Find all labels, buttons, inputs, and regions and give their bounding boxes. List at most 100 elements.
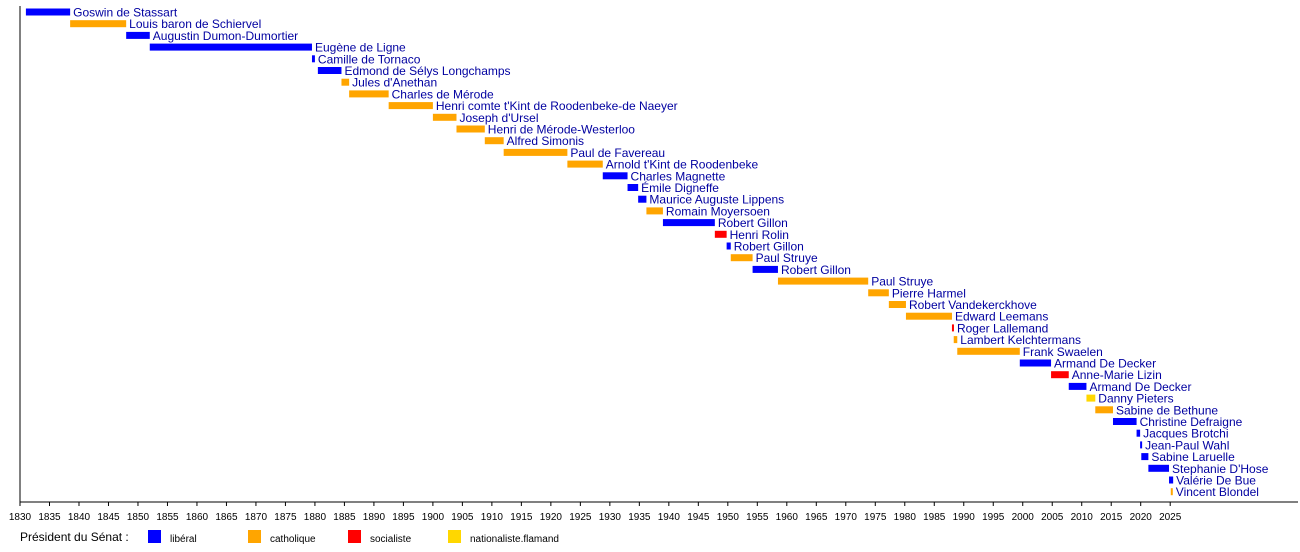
legend-label-catholique: catholique [270,534,316,545]
president-label: Pierre Harmel [892,286,966,300]
president-bar [868,289,889,297]
president-label: Jules d'Anethan [352,76,437,90]
x-tick-label: 1830 [9,512,32,523]
president-bar [25,8,71,16]
x-axis: 1830 1835 1840 1845 1850 1855 1860 1865 1870 1875… [9,6,1298,523]
president-label: Goswin de Stassart [73,6,178,20]
president-label: Christine Defraigne [1140,415,1243,429]
x-tick-label: 1965 [805,512,828,523]
president-label: Arnold t'Kint de Roodenbeke [606,158,759,172]
president-bar [1148,464,1170,472]
president-label: Edward Leemans [955,310,1048,324]
president-label: Joseph d'Ursel [459,111,538,125]
president-label: Henri comte t'Kint de Roodenbeke-de Naey… [436,99,678,113]
president-bar [432,113,457,121]
president-label: Henri Rolin [730,228,789,242]
president-label: Augustin Dumon-Dumortier [153,29,298,43]
president-bar [602,172,628,180]
president-label: Lambert Kelchtermans [960,333,1081,347]
x-tick-label: 2000 [1012,512,1035,523]
president-label: Émile Digneffe [641,180,719,195]
x-tick-label: 1875 [274,512,297,523]
x-tick-label: 1960 [776,512,799,523]
president-label: Romain Moyersoen [666,204,770,218]
x-tick-label: 1840 [68,512,91,523]
president-label: Anne-Marie Lizin [1072,368,1162,382]
x-tick-label: 1970 [835,512,858,523]
president-label: Robert Vandekerckhove [909,298,1037,312]
president-bar [149,43,312,51]
x-tick-label: 1890 [363,512,386,523]
president-label: Robert Gillon [781,263,851,277]
x-tick-label: 2020 [1130,512,1153,523]
president-bar [730,254,753,262]
president-label: Sabine Laruelle [1151,450,1235,464]
president-bar [1170,488,1173,496]
president-bar [953,336,958,344]
president-label: Henri de Mérode-Westerloo [488,123,636,137]
president-bar [1112,418,1137,425]
president-bar [1095,406,1113,414]
legend-title: Président du Sénat : [20,530,129,544]
president-bar [714,230,727,238]
president-bar [646,207,663,215]
president-label: Alfred Simonis [507,134,584,148]
x-tick-label: 1990 [953,512,976,523]
president-label: Louis baron de Schiervel [129,17,261,31]
president-label: Edmond de Sélys Longchamps [344,64,510,78]
president-label: Paul Struye [756,251,818,265]
president-bar [1140,441,1143,449]
x-tick-label: 1925 [569,512,592,523]
x-tick-label: 1995 [982,512,1005,523]
x-tick-label: 1860 [186,512,209,523]
president-bar [349,90,389,98]
president-bar [627,184,639,191]
x-tick-label: 1845 [97,512,120,523]
president-bar [752,265,778,273]
x-tick-label: 1920 [540,512,563,523]
x-tick-label: 1895 [392,512,415,523]
president-label: Charles Magnette [631,169,726,183]
president-bar [317,67,342,74]
president-label: Stephanie D'Hose [1172,462,1269,476]
x-tick-label: 1835 [38,512,61,523]
x-tick-label: 2010 [1071,512,1094,523]
x-tick-label: 1945 [687,512,710,523]
president-label: Camille de Tornaco [318,52,421,66]
president-bar [1141,453,1149,461]
president-bar [456,125,485,133]
president-bar [662,219,715,227]
x-tick-label: 1915 [510,512,533,523]
president-bar [1019,359,1052,367]
president-bar [957,347,1020,355]
president-bar [951,324,954,332]
president-bar [503,148,568,156]
x-tick-label: 1955 [746,512,769,523]
bars-layer [25,8,1174,496]
x-tick-label: 1870 [245,512,268,523]
x-tick-label: 1980 [894,512,917,523]
president-label: Paul Struye [871,275,933,289]
president-label: Sabine de Bethune [1116,403,1218,417]
president-bar [888,301,906,308]
president-label: Eugène de Ligne [315,41,406,55]
president-label: Jean-Paul Wahl [1145,438,1229,452]
president-bar [70,20,127,28]
president-bar [1169,476,1174,484]
x-tick-label: 1850 [127,512,150,523]
x-tick-label: 2005 [1041,512,1064,523]
x-tick-label: 1910 [481,512,504,523]
president-bar [777,277,869,285]
president-label: Charles de Mérode [392,87,494,101]
legend-swatch-socialiste [348,530,361,543]
president-label: Vincent Blondel [1176,485,1259,499]
president-bar [341,78,350,86]
president-label: Paul de Favereau [570,146,665,160]
president-bar [484,137,504,145]
president-bar [1068,382,1087,390]
legend: Président du Sénat : libéral catholique so… [20,530,559,545]
president-bar [311,55,315,63]
x-tick-label: 1865 [215,512,238,523]
president-label: Maurice Auguste Lippens [649,193,784,207]
x-tick-label: 1940 [658,512,681,523]
